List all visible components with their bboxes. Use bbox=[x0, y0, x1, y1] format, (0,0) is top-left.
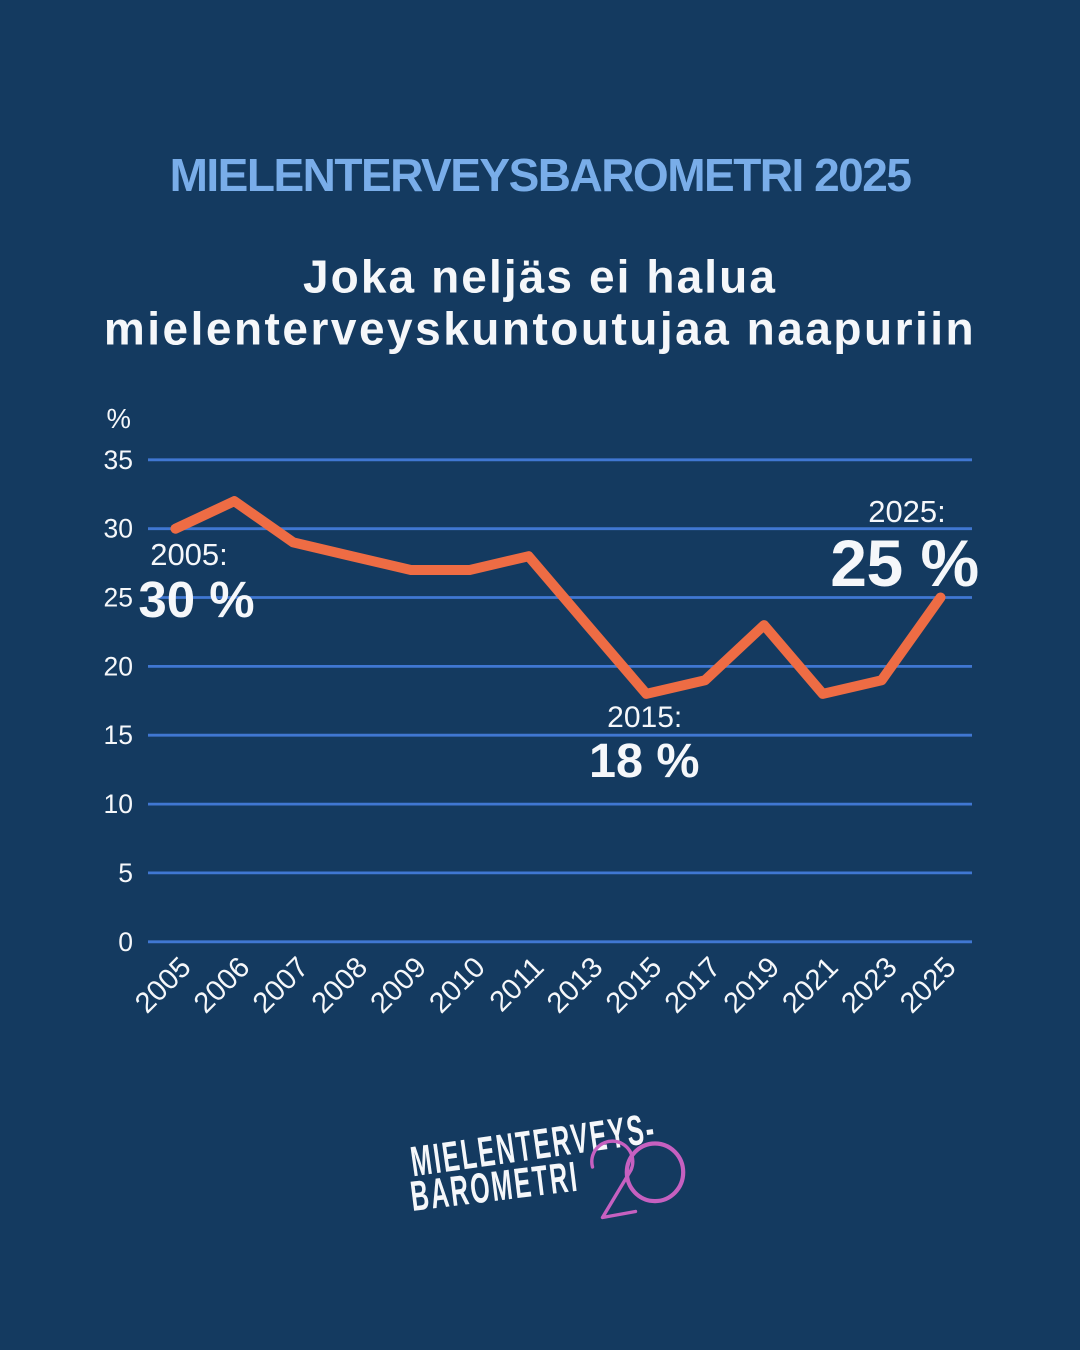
svg-text:%: % bbox=[107, 403, 131, 434]
svg-text:2011: 2011 bbox=[484, 951, 551, 1018]
svg-text:2013: 2013 bbox=[541, 951, 609, 1019]
svg-text:2021: 2021 bbox=[777, 951, 845, 1019]
svg-text:10: 10 bbox=[104, 789, 133, 819]
svg-text:2006: 2006 bbox=[188, 951, 256, 1019]
svg-text:25 %: 25 % bbox=[830, 526, 978, 600]
svg-text:5: 5 bbox=[118, 858, 133, 888]
svg-text:35: 35 bbox=[104, 445, 133, 475]
svg-text:2010: 2010 bbox=[423, 951, 491, 1019]
svg-text:2015:: 2015: bbox=[607, 701, 682, 734]
svg-text:15: 15 bbox=[104, 720, 133, 750]
svg-text:25: 25 bbox=[104, 583, 133, 613]
svg-text:2009: 2009 bbox=[365, 951, 433, 1019]
svg-text:30 %: 30 % bbox=[138, 571, 254, 628]
svg-text:2025:: 2025: bbox=[868, 494, 946, 529]
svg-text:2005: 2005 bbox=[129, 951, 197, 1019]
svg-text:Joka neljäs ei halua: Joka neljäs ei halua bbox=[303, 251, 777, 303]
svg-text:MIELENTERVEYSBAROMETRI 2025: MIELENTERVEYSBAROMETRI 2025 bbox=[170, 149, 912, 201]
svg-text:30: 30 bbox=[104, 514, 133, 544]
svg-text:2023: 2023 bbox=[835, 951, 903, 1019]
svg-text:2019: 2019 bbox=[718, 951, 786, 1019]
svg-text:20: 20 bbox=[104, 651, 133, 681]
svg-text:2025: 2025 bbox=[894, 951, 962, 1019]
svg-text:2008: 2008 bbox=[306, 951, 374, 1019]
svg-text:2005:: 2005: bbox=[150, 537, 228, 572]
svg-text:2007: 2007 bbox=[247, 951, 315, 1019]
svg-text:2017: 2017 bbox=[659, 951, 727, 1019]
svg-text:18 %: 18 % bbox=[589, 734, 700, 788]
svg-text:2015: 2015 bbox=[600, 951, 668, 1019]
svg-text:mielenterveyskuntoutujaa naapu: mielenterveyskuntoutujaa naapuriin bbox=[104, 303, 976, 355]
svg-text:0: 0 bbox=[118, 927, 133, 957]
